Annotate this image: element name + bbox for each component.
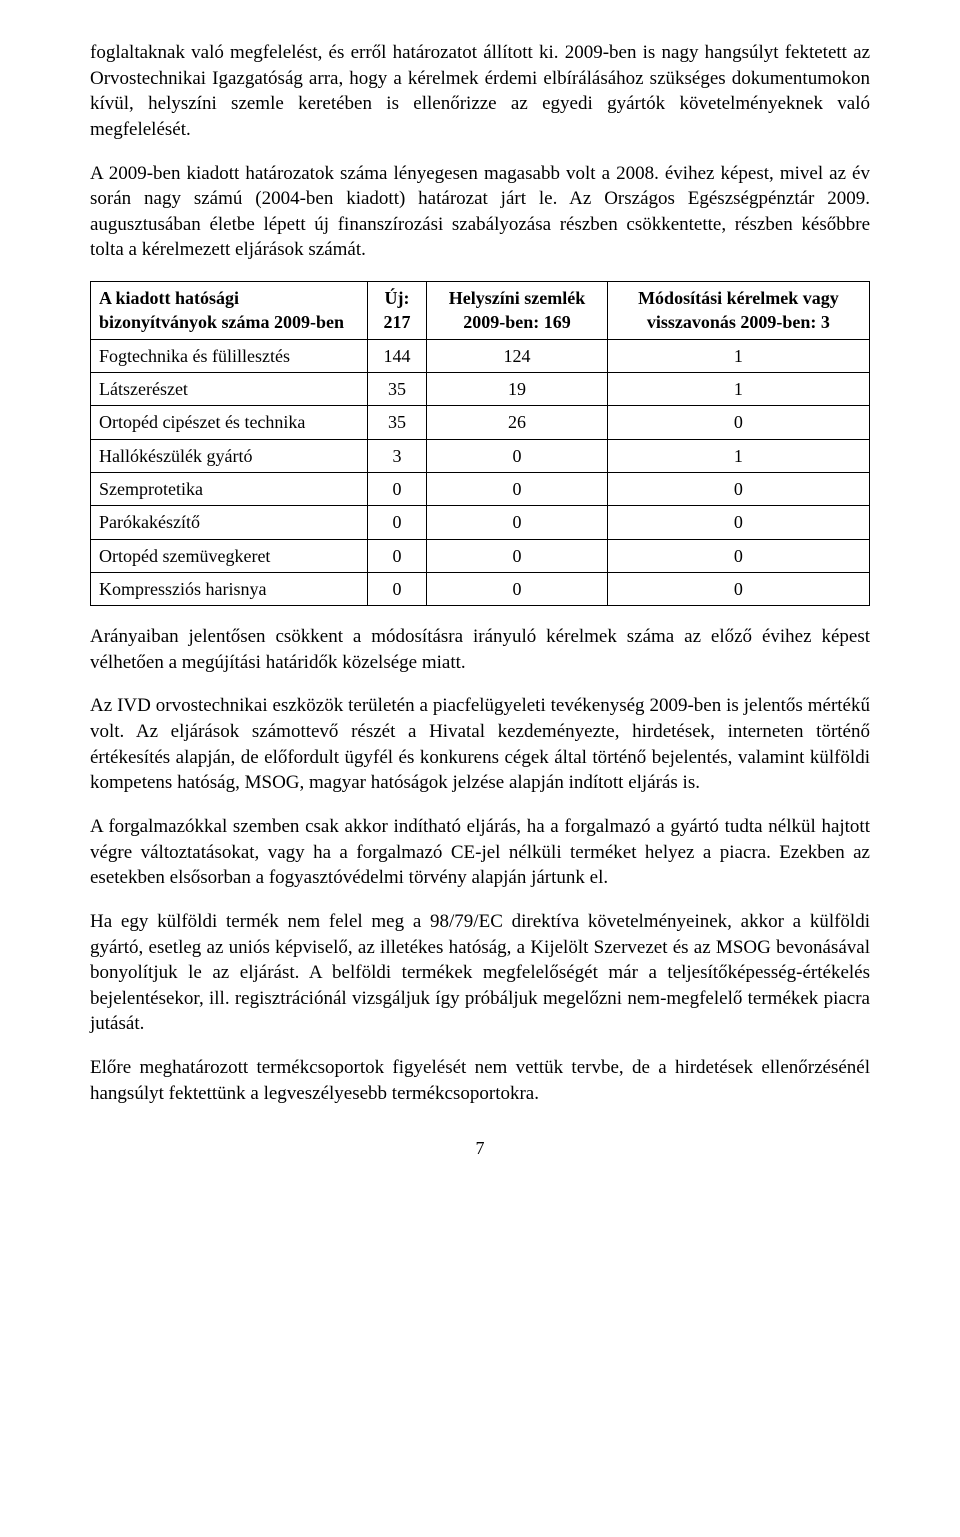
- row-value: 0: [427, 539, 608, 572]
- row-label: Kompressziós harisnya: [91, 572, 368, 605]
- row-value: 26: [427, 406, 608, 439]
- table-row: Parókakészítő 0 0 0: [91, 506, 870, 539]
- table-row: Fogtechnika és fülillesztés 144 124 1: [91, 339, 870, 372]
- row-value: 0: [367, 539, 426, 572]
- row-label: Látszerészet: [91, 373, 368, 406]
- row-label: Parókakészítő: [91, 506, 368, 539]
- row-value: 35: [367, 373, 426, 406]
- table-row: Látszerészet 35 19 1: [91, 373, 870, 406]
- row-value: 0: [607, 539, 869, 572]
- row-value: 1: [607, 373, 869, 406]
- table-header-1: A kiadott hatósági bizonyítványok száma …: [91, 282, 368, 340]
- row-value: 124: [427, 339, 608, 372]
- row-value: 0: [607, 572, 869, 605]
- table-row: Ortopéd szemüvegkeret 0 0 0: [91, 539, 870, 572]
- row-value: 0: [427, 439, 608, 472]
- row-label: Szemprotetika: [91, 472, 368, 505]
- certificates-table: A kiadott hatósági bizonyítványok száma …: [90, 281, 870, 606]
- table-header-3: Helyszíni szemlék 2009-ben: 169: [427, 282, 608, 340]
- paragraph-3: Arányaiban jelentősen csökkent a módosít…: [90, 624, 870, 675]
- paragraph-7: Előre meghatározott termékcsoportok figy…: [90, 1055, 870, 1106]
- row-value: 0: [427, 572, 608, 605]
- row-value: 1: [607, 439, 869, 472]
- row-value: 0: [607, 472, 869, 505]
- paragraph-4: Az IVD orvostechnikai eszközök területén…: [90, 693, 870, 796]
- row-value: 0: [427, 506, 608, 539]
- table-row: Ortopéd cipészet és technika 35 26 0: [91, 406, 870, 439]
- row-value: 144: [367, 339, 426, 372]
- row-label: Fogtechnika és fülillesztés: [91, 339, 368, 372]
- paragraph-2: A 2009-ben kiadott határozatok száma lén…: [90, 161, 870, 264]
- row-label: Hallókészülék gyártó: [91, 439, 368, 472]
- table-row: Szemprotetika 0 0 0: [91, 472, 870, 505]
- row-value: 0: [367, 572, 426, 605]
- row-value: 0: [367, 506, 426, 539]
- table-body: Fogtechnika és fülillesztés 144 124 1 Lá…: [91, 339, 870, 605]
- table-header-4: Módosítási kérelmek vagy visszavonás 200…: [607, 282, 869, 340]
- table-header-2: Új: 217: [367, 282, 426, 340]
- row-value: 3: [367, 439, 426, 472]
- row-value: 0: [607, 406, 869, 439]
- row-value: 0: [427, 472, 608, 505]
- row-value: 0: [607, 506, 869, 539]
- paragraph-6: Ha egy külföldi termék nem felel meg a 9…: [90, 909, 870, 1037]
- table-header-row: A kiadott hatósági bizonyítványok száma …: [91, 282, 870, 340]
- table-row: Kompressziós harisnya 0 0 0: [91, 572, 870, 605]
- paragraph-1: foglaltaknak való megfelelést, és erről …: [90, 40, 870, 143]
- row-label: Ortopéd szemüvegkeret: [91, 539, 368, 572]
- page-number: 7: [90, 1136, 870, 1160]
- row-value: 19: [427, 373, 608, 406]
- row-value: 0: [367, 472, 426, 505]
- row-value: 1: [607, 339, 869, 372]
- row-label: Ortopéd cipészet és technika: [91, 406, 368, 439]
- table-row: Hallókészülék gyártó 3 0 1: [91, 439, 870, 472]
- paragraph-5: A forgalmazókkal szemben csak akkor indí…: [90, 814, 870, 891]
- row-value: 35: [367, 406, 426, 439]
